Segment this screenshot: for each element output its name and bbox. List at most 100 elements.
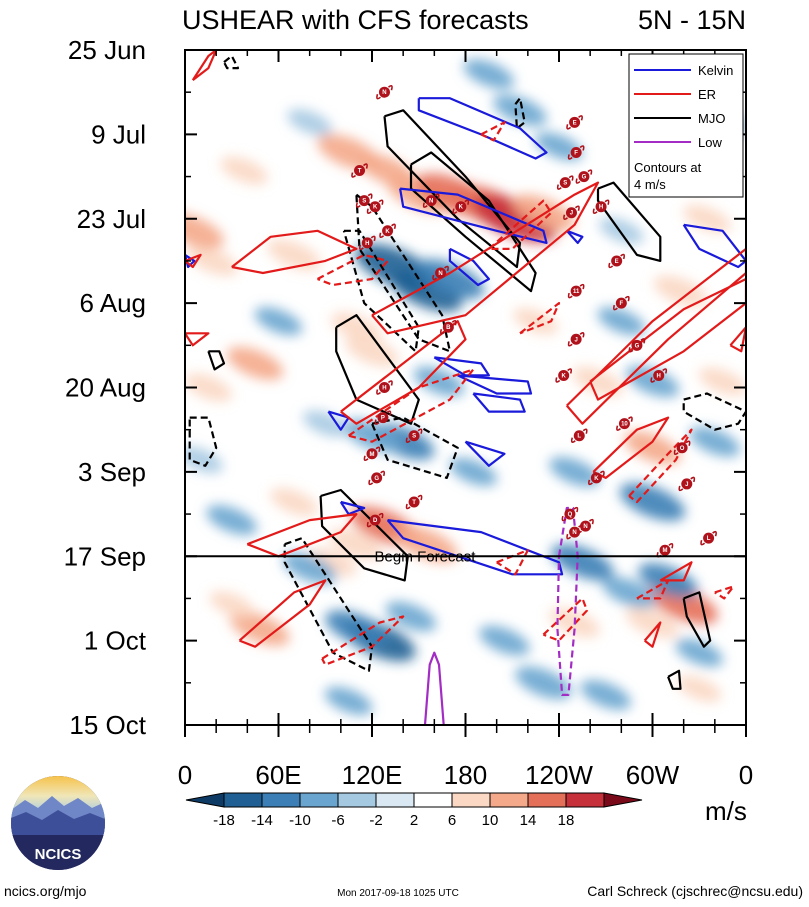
svg-text:10: 10	[621, 422, 628, 428]
colorbar-swatch-11	[603, 792, 643, 808]
contour-er-54	[714, 585, 735, 600]
contour-kelvin-21	[472, 392, 526, 413]
contour-kelvin-17	[399, 187, 548, 244]
legend-box	[628, 53, 744, 198]
storm-layer: N T S K N K H K N B H P S M G T D E F S G J H E 11 F J G K H 10 L K O J Q N N…	[351, 84, 717, 558]
svg-text:M: M	[662, 548, 667, 554]
contour-mjo-7	[370, 416, 459, 479]
contour-mjo-14	[223, 54, 240, 70]
svg-text:G: G	[635, 343, 640, 349]
anomaly-blob-27	[683, 204, 731, 233]
colorbar-swatch-2	[261, 792, 301, 808]
legend-label-mjo: MJO	[698, 111, 725, 126]
colorbar-label-2: -10	[289, 812, 311, 829]
colorbar-label-3: -6	[331, 812, 344, 829]
contour-er-39	[185, 332, 210, 347]
contour-er-33	[589, 277, 746, 401]
anomaly-blob-33	[390, 270, 463, 312]
contour-kelvin-19	[433, 356, 490, 377]
storm-marker-20: G	[575, 169, 593, 184]
svg-text:J: J	[570, 211, 573, 217]
contour-kelvin-24	[339, 500, 366, 516]
storm-marker-39: L	[700, 530, 717, 546]
anomaly-blob-63	[449, 457, 498, 486]
anomaly-blob-51	[597, 307, 646, 336]
contour-er-32	[565, 247, 746, 425]
storm-marker-15: T	[405, 494, 423, 510]
contour-er-45	[488, 199, 553, 250]
anomaly-blob-54	[493, 94, 547, 126]
colorbar-swatch-8	[489, 792, 529, 808]
x-tick-label-6: 0	[739, 760, 753, 790]
x-tick-label-1: 60E	[255, 760, 301, 790]
storm-marker-24: 11	[567, 283, 585, 299]
anomaly-blob-64	[324, 686, 373, 715]
svg-text:H: H	[657, 373, 661, 379]
contour-er-36	[238, 579, 327, 648]
contour-mjo-12	[207, 350, 226, 371]
svg-text:E: E	[573, 120, 577, 126]
svg-text:N: N	[429, 199, 433, 205]
storm-marker-1: T	[351, 163, 368, 178]
contour-er-43	[316, 253, 389, 287]
svg-text:J: J	[685, 482, 688, 488]
anomaly-blob-25	[572, 366, 624, 397]
svg-text:K: K	[385, 229, 390, 235]
anomaly-blob-22	[625, 606, 680, 639]
storm-marker-5: K	[452, 199, 470, 214]
storm-marker-32: K	[588, 470, 605, 486]
svg-text:Q: Q	[568, 512, 573, 518]
colorbar-label-6: 6	[448, 812, 456, 829]
svg-text:D: D	[373, 518, 378, 524]
colorbar-label-9: 18	[558, 812, 575, 829]
colorbar-label-0: -18	[213, 812, 235, 829]
storm-marker-2: S	[355, 193, 373, 208]
storm-marker-0: N	[376, 84, 393, 100]
anomaly-blob-55	[463, 59, 515, 89]
contour-er-41	[643, 621, 662, 648]
anomaly-blob-18	[230, 611, 290, 646]
anomaly-blob-37	[413, 366, 465, 397]
anomaly-blob-13	[331, 312, 382, 343]
y-tick-label-5: 3 Sep	[78, 457, 146, 487]
contour-mjo-6	[283, 537, 374, 672]
storm-marker-29: H	[650, 368, 668, 383]
chart-title: USHEAR with CFS forecasts	[182, 5, 529, 35]
colorbar-label-4: -2	[369, 812, 382, 829]
svg-text:J: J	[574, 337, 577, 343]
svg-text:O: O	[680, 446, 685, 452]
svg-text:L: L	[707, 536, 711, 542]
contour-er-29	[231, 229, 358, 275]
storm-marker-12: S	[405, 428, 423, 443]
colorbar-swatch-9	[527, 792, 567, 808]
anomaly-blob-44	[580, 680, 631, 710]
svg-text:F: F	[619, 301, 623, 307]
storm-marker-23: E	[608, 253, 626, 269]
svg-text:N: N	[583, 524, 587, 530]
storm-marker-25: F	[612, 295, 630, 311]
y-tick-label-4: 20 Aug	[65, 373, 146, 403]
colorbar-swatch-4	[337, 792, 377, 808]
contour-er-40	[729, 326, 746, 353]
anomaly-blob-43	[515, 666, 572, 700]
contour-kelvin-22	[327, 410, 350, 431]
anomaly-blob-16	[329, 528, 384, 560]
y-tick-label-8: 15 Oct	[69, 710, 146, 740]
contour-kelvin-25	[386, 519, 564, 576]
svg-text:N: N	[438, 271, 442, 277]
contour-mjo-13	[667, 669, 682, 690]
anomaly-blob-58	[206, 505, 257, 535]
x-tick-label-2: 120E	[342, 760, 403, 790]
legend-label-kelvin: Kelvin	[698, 63, 733, 78]
storm-marker-18: F	[567, 145, 585, 160]
y-tick-label-3: 6 Aug	[79, 288, 146, 318]
colorbar-unit: m/s	[705, 796, 747, 826]
storm-marker-35: Q	[561, 506, 579, 522]
svg-text:11: 11	[573, 289, 580, 295]
storm-marker-16: D	[366, 512, 384, 528]
contour-mjo-3	[319, 488, 409, 582]
storm-marker-37: N	[577, 518, 594, 534]
anomaly-blob-47	[619, 483, 686, 521]
contour-er-38	[185, 253, 202, 269]
contour-kelvin-20	[457, 374, 533, 395]
